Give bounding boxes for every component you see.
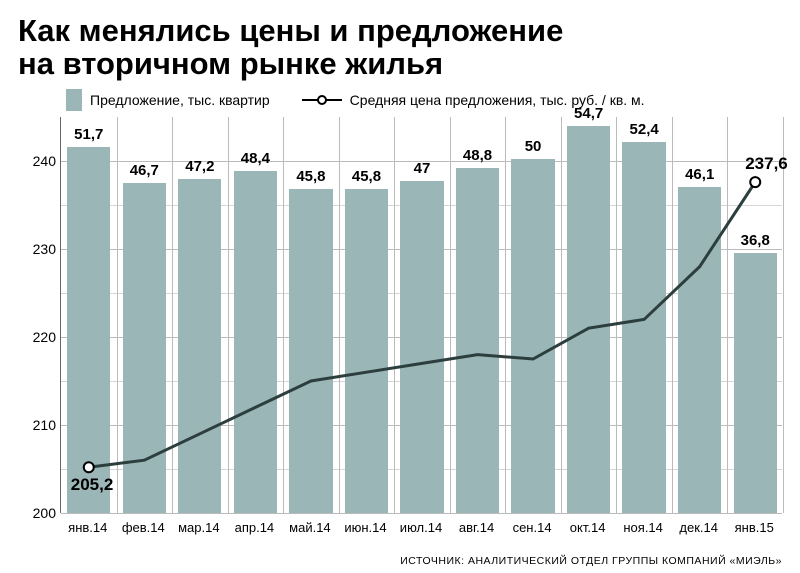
source-text: ИСТОЧНИК: АНАЛИТИЧЕСКИЙ ОТДЕЛ ГРУППЫ КОМ… — [400, 555, 782, 567]
gridline-vertical — [283, 117, 284, 513]
bar-value-label: 36,8 — [741, 232, 770, 249]
bar — [511, 159, 554, 513]
bar — [67, 147, 110, 513]
bar-value-label: 51,7 — [74, 126, 103, 143]
y-tick-label: 220 — [33, 329, 56, 345]
gridline-vertical — [117, 117, 118, 513]
bar — [178, 179, 221, 513]
bar — [400, 181, 443, 513]
x-tick-label: янв.14 — [68, 520, 107, 535]
bar-value-label: 54,7 — [574, 105, 603, 122]
x-tick-label: апр.14 — [235, 520, 275, 535]
title-line-2: на вторичном рынке жилья — [18, 46, 443, 81]
bar-value-label: 45,8 — [352, 168, 381, 185]
bar-value-label: 50 — [525, 138, 542, 155]
bar — [734, 253, 777, 513]
gridline-vertical — [228, 117, 229, 513]
chart-area: 200 210 220 230 240 51,7 46,7 47,2 48,4 45,8 45,8… — [18, 117, 782, 537]
y-tick-label: 210 — [33, 417, 56, 433]
bar — [234, 171, 277, 513]
legend-item-bars: Предложение, тыс. квартир — [66, 89, 270, 111]
bar-value-label: 48,4 — [241, 150, 270, 167]
gridline-vertical — [450, 117, 451, 513]
bar-value-label: 52,4 — [630, 121, 659, 138]
y-tick-label: 200 — [33, 505, 56, 521]
gridline-vertical — [339, 117, 340, 513]
line-swatch-icon — [302, 93, 342, 107]
legend-bars-label: Предложение, тыс. квартир — [90, 92, 270, 108]
x-tick-label: сен.14 — [513, 520, 552, 535]
bar — [567, 126, 610, 513]
chart-title: Как менялись цены и предложение на втори… — [18, 14, 782, 81]
x-tick-label: июн.14 — [344, 520, 386, 535]
bar — [345, 189, 388, 513]
x-tick-label: янв.15 — [735, 520, 774, 535]
line-end-label: 237,6 — [745, 154, 788, 174]
gridline-vertical — [727, 117, 728, 513]
y-tick-label: 240 — [33, 153, 56, 169]
bar-value-label: 46,7 — [130, 162, 159, 179]
bar — [123, 183, 166, 513]
bar-value-label: 45,8 — [296, 168, 325, 185]
x-axis: янв.14 фев.14 мар.14 апр.14 май.14 июн.14 июл.… — [60, 515, 782, 537]
bar-value-label: 46,1 — [685, 166, 714, 183]
bar — [289, 189, 332, 513]
title-line-1: Как менялись цены и предложение — [18, 13, 563, 48]
y-axis: 200210220230240 — [18, 117, 60, 513]
x-tick-label: фев.14 — [122, 520, 165, 535]
gridline-vertical — [172, 117, 173, 513]
bar-value-label: 48,8 — [463, 147, 492, 164]
plot-area: 51,746,747,248,445,845,84748,85054,752,4… — [60, 117, 782, 513]
x-tick-label: мар.14 — [178, 520, 219, 535]
x-tick-label: ноя.14 — [623, 520, 663, 535]
bar — [456, 168, 499, 513]
gridline-vertical — [505, 117, 506, 513]
gridline-vertical — [672, 117, 673, 513]
y-tick-label: 230 — [33, 241, 56, 257]
line-start-label: 205,2 — [71, 475, 114, 495]
gridline-vertical — [783, 117, 784, 513]
gridline-vertical — [616, 117, 617, 513]
legend: Предложение, тыс. квартир Средняя цена п… — [18, 89, 782, 111]
x-tick-label: окт.14 — [570, 520, 606, 535]
bar-value-label: 47 — [414, 160, 431, 177]
bar — [678, 187, 721, 513]
x-tick-label: дек.14 — [679, 520, 718, 535]
x-tick-label: май.14 — [289, 520, 331, 535]
bar — [622, 142, 665, 513]
gridline-horizontal — [61, 513, 782, 514]
bar-swatch-icon — [66, 89, 82, 111]
gridline-vertical — [561, 117, 562, 513]
x-tick-label: июл.14 — [400, 520, 442, 535]
x-tick-label: авг.14 — [459, 520, 494, 535]
bar-value-label: 47,2 — [185, 158, 214, 175]
gridline-vertical — [394, 117, 395, 513]
